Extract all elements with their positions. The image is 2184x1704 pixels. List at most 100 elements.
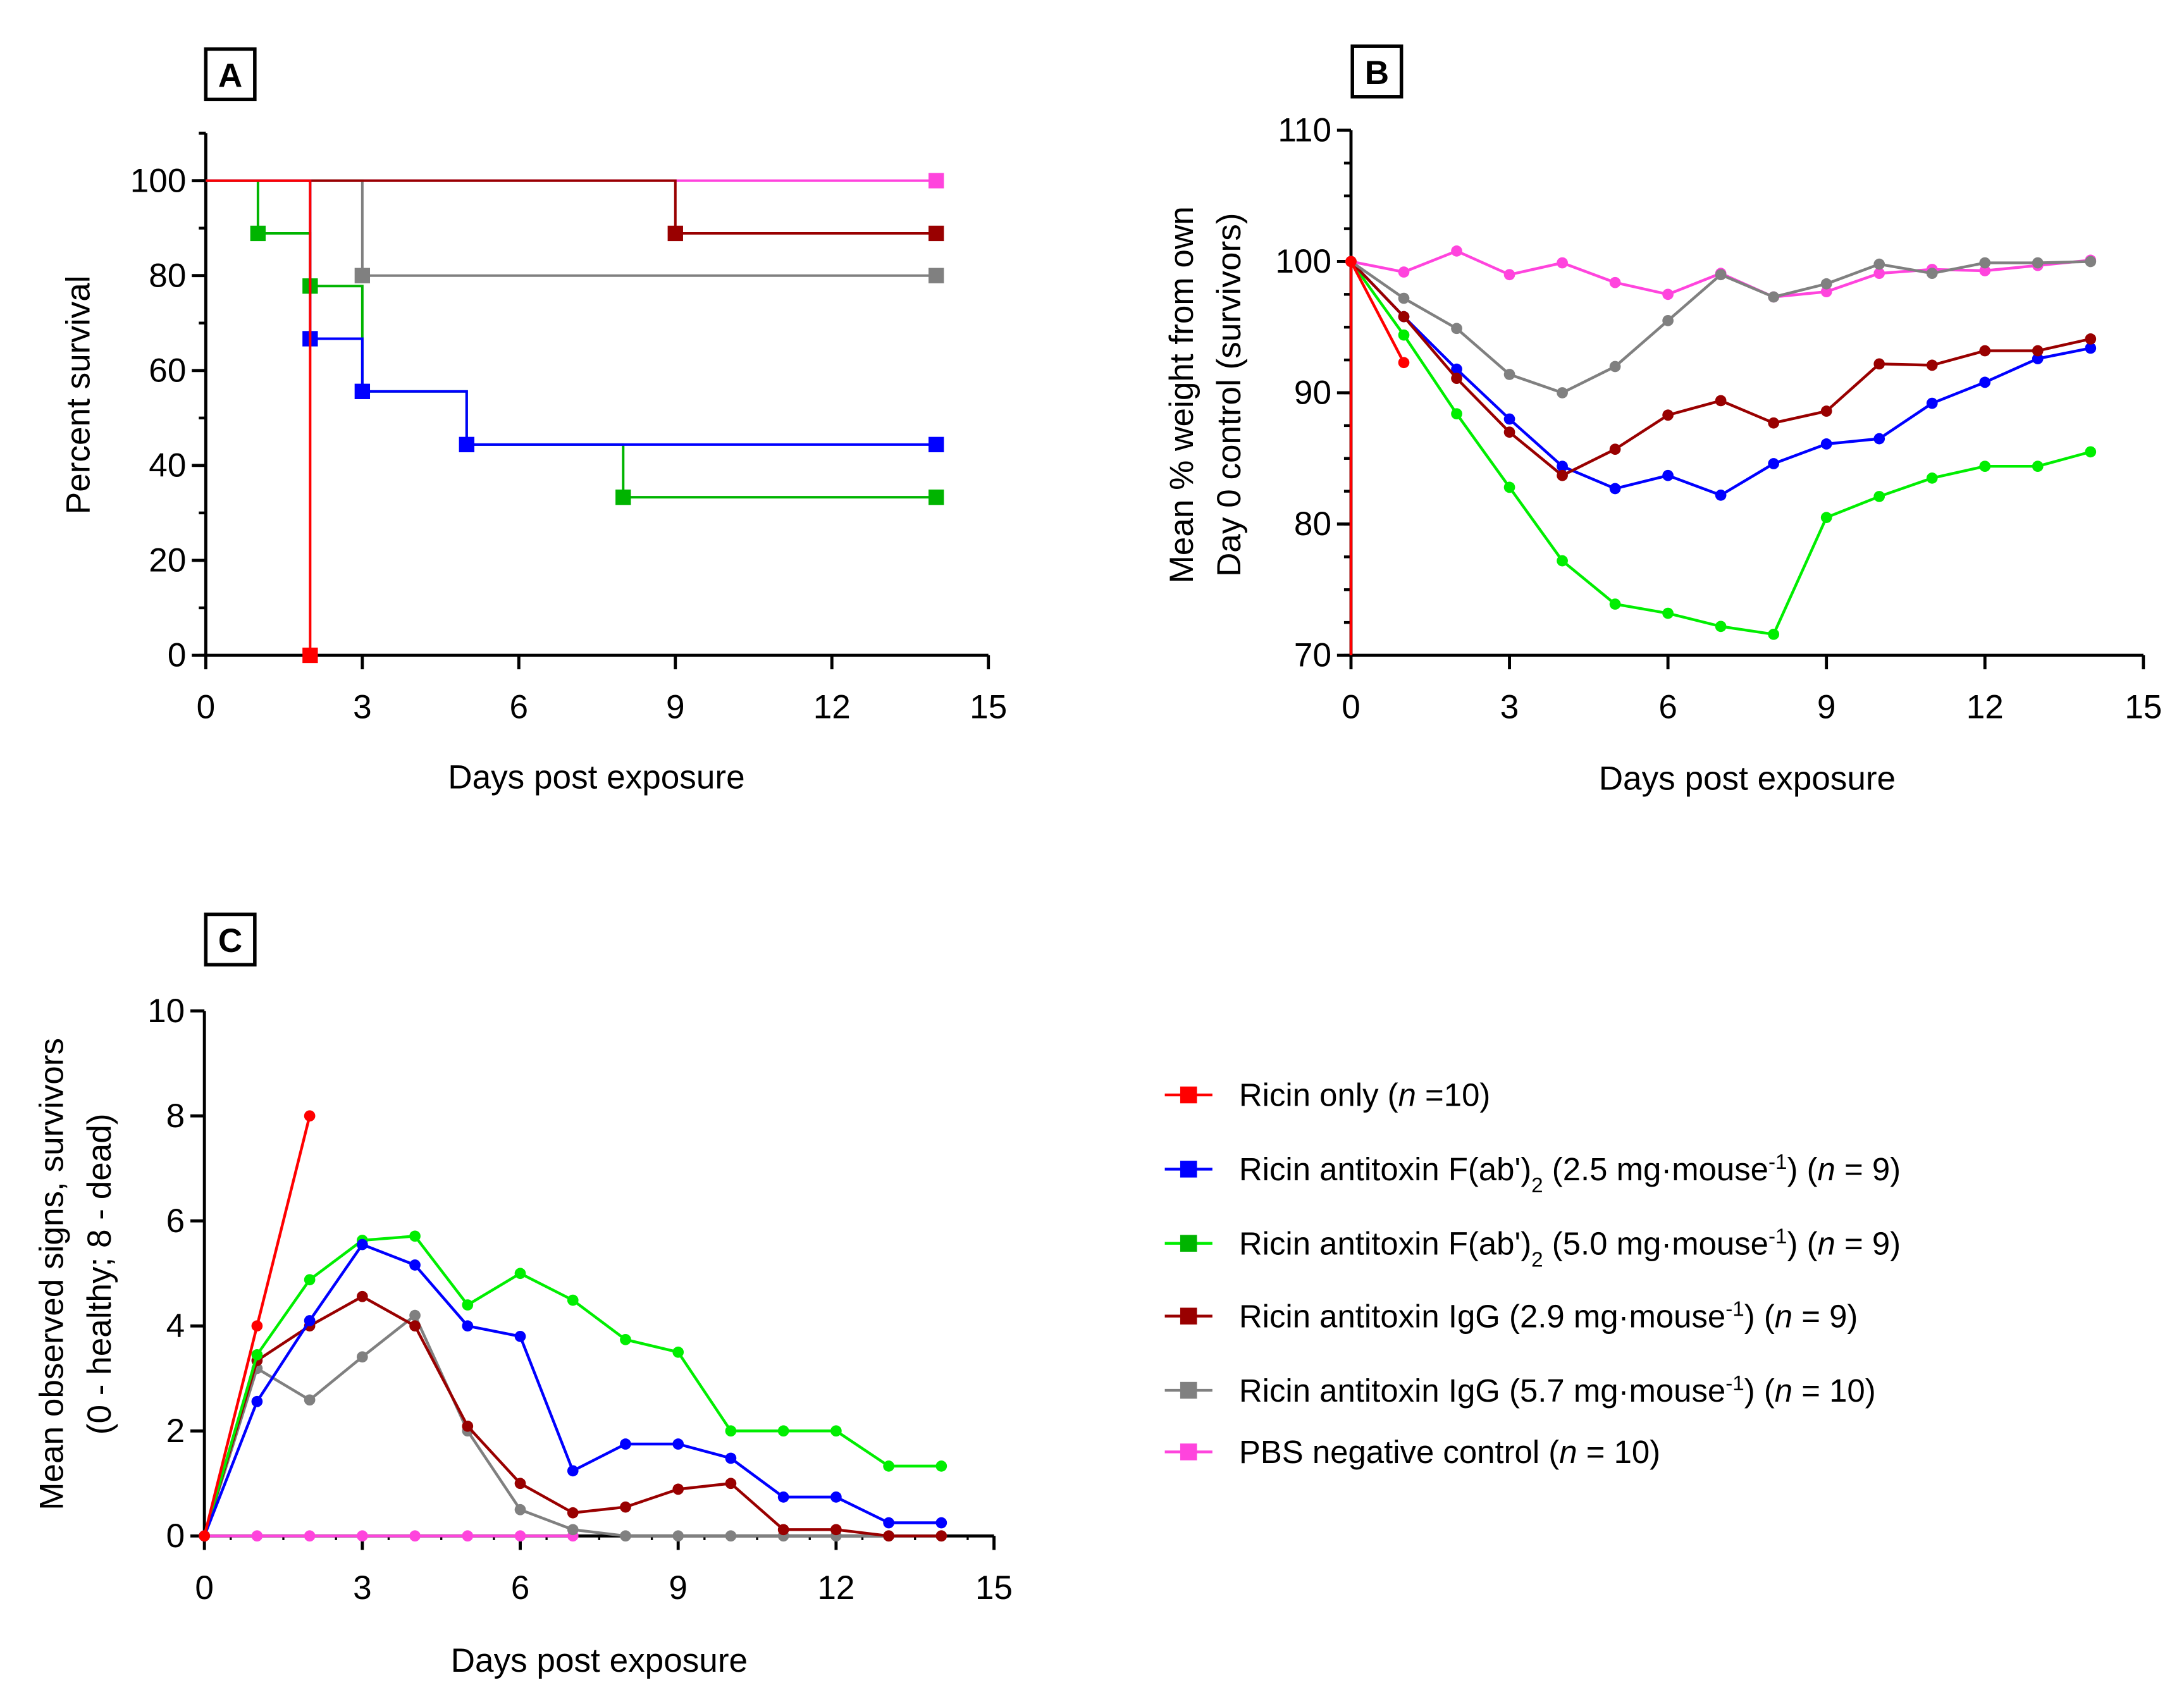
x-tick-label: 6 (510, 689, 529, 726)
data-point (514, 1331, 526, 1342)
data-point (1609, 276, 1621, 288)
data-point (1609, 361, 1621, 373)
panel-letter-c: C (218, 922, 242, 960)
survival-step-line (206, 179, 937, 235)
data-point (1926, 359, 1938, 371)
legend-text-segment: 2 (1531, 1174, 1543, 1197)
data-point (1715, 269, 1727, 281)
panel-letter-a: A (218, 57, 242, 94)
x-tick-label: 15 (970, 689, 1007, 726)
series-line (1350, 261, 2091, 636)
data-point (1979, 345, 1991, 357)
data-point (1557, 469, 1568, 481)
y-tick-label: 80 (1294, 505, 1331, 543)
data-point (929, 436, 944, 453)
legend-text-segment: 2 (1531, 1248, 1543, 1271)
legend-text-segment: Ricin antitoxin IgG (5.7 mg·mouse (1239, 1373, 1725, 1409)
data-point (1557, 555, 1568, 567)
y-tick-label: 6 (166, 1202, 185, 1240)
data-point (356, 1238, 368, 1250)
legend-label: Ricin only (n =10) (1239, 1077, 1490, 1113)
series-fab25 (206, 179, 944, 453)
x-tick-label: 15 (975, 1569, 1013, 1607)
data-point (1451, 408, 1462, 420)
legend-text-segment: n (1818, 1225, 1835, 1261)
series-igg29 (199, 1290, 947, 1542)
data-point (250, 225, 266, 242)
data-point (514, 1530, 526, 1542)
data-point (356, 1351, 368, 1363)
data-point (1398, 292, 1410, 304)
data-point (251, 1530, 263, 1542)
legend-text-segment: (2.5 mg·mouse (1543, 1151, 1768, 1187)
data-point (1503, 481, 1515, 493)
data-point (929, 225, 944, 242)
legend-text-segment: n (1775, 1373, 1792, 1409)
data-point (304, 1110, 316, 1122)
data-point (1345, 256, 1357, 268)
data-point (777, 1425, 789, 1437)
data-point (409, 1309, 421, 1321)
data-point (1715, 620, 1727, 633)
data-point (354, 383, 371, 399)
legend-marker (1180, 1381, 1197, 1399)
data-point (1873, 491, 1885, 502)
x-tick-label: 12 (817, 1569, 854, 1607)
legend-label: PBS negative control (n = 10) (1239, 1434, 1660, 1470)
y-tick-label: 90 (1294, 374, 1331, 412)
x-tick-label: 6 (511, 1569, 530, 1607)
y-tick-label: 60 (149, 352, 186, 389)
series-line (203, 1295, 942, 1538)
data-point (2085, 333, 2097, 345)
data-point (462, 1420, 474, 1432)
data-point (2032, 460, 2044, 472)
legend-label: Ricin antitoxin IgG (5.7 mg·mouse-1) (n … (1239, 1371, 1876, 1409)
x-tick-label: 6 (1658, 689, 1677, 726)
data-point (409, 1230, 421, 1242)
y-tick-label: 40 (149, 447, 186, 485)
data-point (462, 1320, 474, 1332)
data-point (409, 1530, 421, 1542)
legend-text-segment: PBS negative control ( (1239, 1434, 1559, 1470)
series-line (203, 1313, 942, 1538)
data-point (1609, 598, 1621, 610)
data-point (2085, 446, 2097, 458)
y-axis-title-c-line2: (0 - healthy; 8 - dead) (81, 1113, 118, 1435)
series-ricin (199, 1110, 316, 1542)
data-point (304, 1530, 316, 1542)
data-point (1609, 483, 1621, 495)
data-point (1926, 472, 1938, 484)
data-point (620, 1438, 631, 1450)
data-point (1503, 413, 1515, 425)
legend-text-segment: Ricin antitoxin F(ab') (1239, 1151, 1531, 1187)
data-point (935, 1460, 947, 1472)
data-point (1503, 269, 1515, 281)
legend-item-ricin: Ricin only (n =10) (1164, 1077, 1490, 1113)
series-line (203, 1242, 942, 1537)
data-point (777, 1491, 789, 1503)
legend-text-segment: Ricin antitoxin IgG (2.9 mg·mouse (1239, 1298, 1725, 1334)
data-point (935, 1517, 947, 1529)
legend-label: Ricin antitoxin F(ab')2 (5.0 mg·mouse-1)… (1239, 1225, 1901, 1271)
panel-label-c: C (204, 912, 257, 966)
series-fab50 (1345, 256, 2097, 640)
legend-text-segment: n (1559, 1434, 1577, 1470)
data-point (1503, 369, 1515, 380)
legend-text-segment: = 9) (1792, 1298, 1858, 1334)
panel-b: 70 80 90 100 110 0 3 6 9 12 15 (1275, 112, 2162, 726)
data-point (514, 1503, 526, 1516)
y-tick-label: 0 (166, 1517, 185, 1555)
data-point (1715, 489, 1727, 501)
data-point (725, 1530, 737, 1542)
panel-label-a: A (204, 47, 257, 102)
y-tick-label: 2 (166, 1412, 185, 1450)
data-point (1873, 258, 1885, 270)
data-point (1979, 257, 1991, 269)
x-tick-label: 3 (353, 689, 372, 726)
x-tick-label: 3 (1500, 689, 1519, 726)
data-point (1609, 443, 1621, 455)
series-igg57 (206, 179, 944, 283)
data-point (2085, 256, 2097, 268)
data-point (302, 647, 318, 664)
